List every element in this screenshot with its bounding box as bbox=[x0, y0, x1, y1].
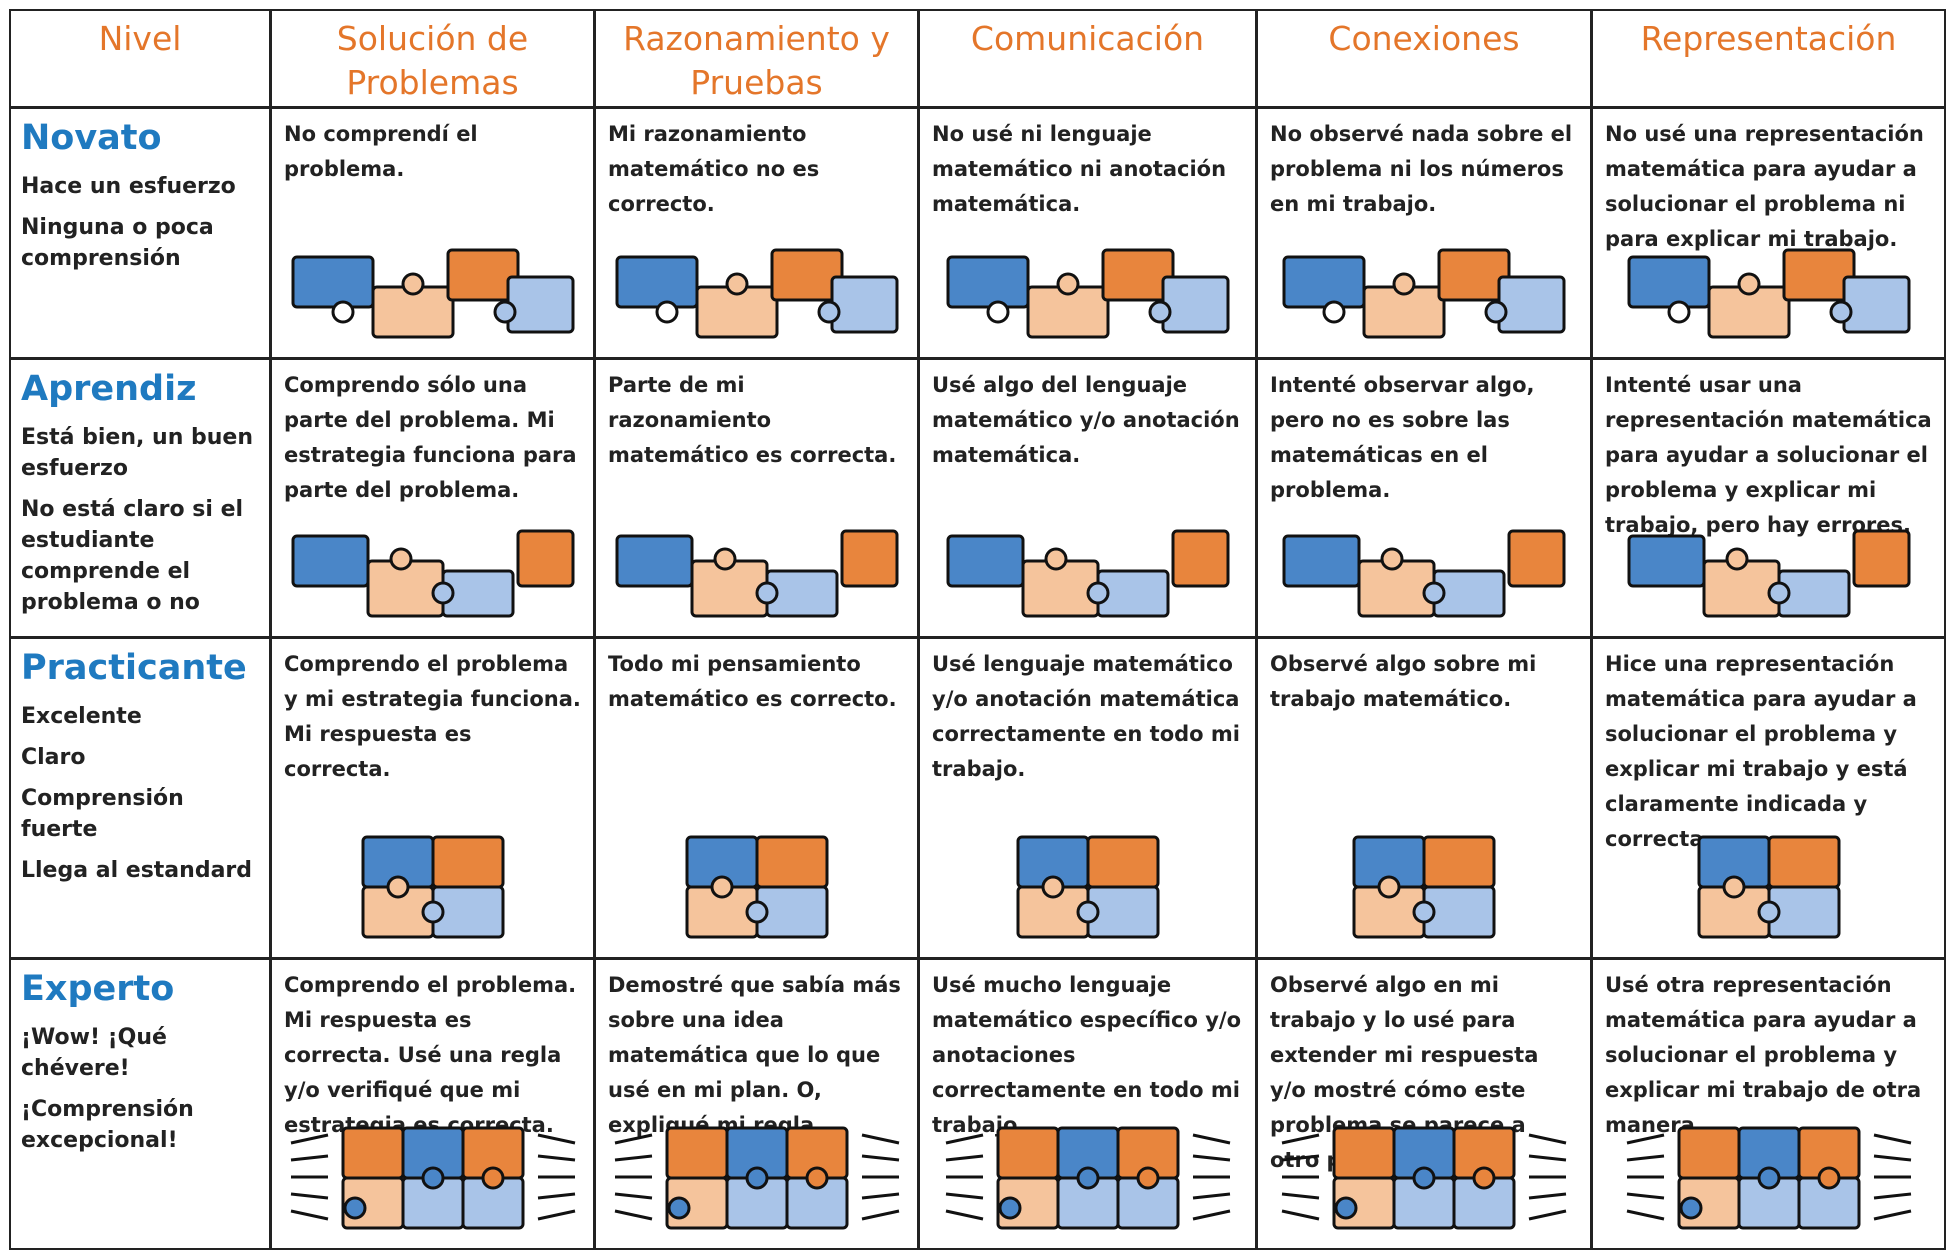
rubric-cell: No usé una representación matemática par… bbox=[1591, 107, 1946, 359]
level-descriptor: Ninguna o poca comprensión bbox=[21, 215, 214, 271]
puzzle-illustration bbox=[920, 242, 1255, 353]
puzzle-illustration bbox=[1258, 521, 1590, 632]
level-name: Experto bbox=[21, 969, 175, 1009]
puzzle-illustration bbox=[272, 521, 593, 632]
puzzle-illustration bbox=[272, 242, 593, 353]
rubric-cell: Comprendo el problema. Mi respuesta es c… bbox=[270, 958, 595, 1250]
level-descriptor: ¡Comprensión excepcional! bbox=[21, 1097, 194, 1153]
column-header: Nivel bbox=[9, 9, 271, 108]
level-descriptor: Hace un esfuerzo bbox=[21, 174, 236, 199]
rubric-cell: Intenté usar una representación matemáti… bbox=[1591, 358, 1946, 638]
column-header: Representación bbox=[1591, 9, 1946, 108]
column-header: Solución de Problemas bbox=[270, 9, 595, 108]
rubric-cell: Usé algo del lenguaje matemático y/o ano… bbox=[918, 358, 1257, 638]
puzzle-illustration bbox=[920, 832, 1255, 953]
rubric-cell: Comprendo el problema y mi estrategia fu… bbox=[270, 637, 595, 959]
level-descriptor: Llega al estandard bbox=[21, 858, 253, 883]
puzzle-illustration bbox=[272, 832, 593, 953]
rubric-cell: Usé otra representación matemática para … bbox=[1591, 958, 1946, 1250]
level-cell: Practicante Excelente Claro Comprensión fue… bbox=[9, 637, 271, 959]
puzzle-illustration bbox=[272, 1123, 593, 1244]
level-cell: Novato Hace un esfuerzo Ninguna o poca com… bbox=[9, 107, 271, 359]
rubric-cell: No observé nada sobre el problema ni los… bbox=[1256, 107, 1592, 359]
level-descriptor: Está bien, un buen esfuerzo bbox=[21, 425, 254, 481]
puzzle-illustration bbox=[596, 1123, 917, 1244]
column-header: Conexiones bbox=[1256, 9, 1592, 108]
rubric-cell: Observé algo sobre mi trabajo matemático… bbox=[1256, 637, 1592, 959]
level-name: Practicante bbox=[21, 648, 247, 688]
rubric-cell: Todo mi pensamiento matemático es correc… bbox=[594, 637, 919, 959]
puzzle-illustration bbox=[1593, 242, 1944, 353]
level-cell: Aprendiz Está bien, un buen esfuerzo No es… bbox=[9, 358, 271, 638]
level-descriptor: No está claro si el estudiante comprende… bbox=[21, 497, 244, 615]
puzzle-illustration bbox=[1593, 1123, 1944, 1244]
puzzle-illustration bbox=[1258, 1123, 1590, 1244]
rubric-cell: Observé algo en mi trabajo y lo usé para… bbox=[1256, 958, 1592, 1250]
puzzle-illustration bbox=[596, 832, 917, 953]
puzzle-illustration bbox=[920, 1123, 1255, 1244]
column-header: Comunicación bbox=[918, 9, 1257, 108]
puzzle-illustration bbox=[1258, 832, 1590, 953]
rubric-cell: Hice una representación matemática para … bbox=[1591, 637, 1946, 959]
level-descriptor: Excelente bbox=[21, 704, 142, 729]
rubric-table: Nivel Solución de Problemas Razonamiento y… bbox=[9, 9, 1946, 1250]
level-name: Novato bbox=[21, 118, 162, 158]
puzzle-illustration bbox=[596, 521, 917, 632]
rubric-cell: Usé lenguaje matemático y/o anotación ma… bbox=[918, 637, 1257, 959]
puzzle-illustration bbox=[596, 242, 917, 353]
column-header: Razonamiento y Pruebas bbox=[594, 9, 919, 108]
rubric-cell: Usé mucho lenguaje matemático específico… bbox=[918, 958, 1257, 1250]
rubric-cell: Intenté observar algo, pero no es sobre … bbox=[1256, 358, 1592, 638]
rubric-cell: No comprendí el problema. bbox=[270, 107, 595, 359]
rubric-cell: Parte de mi razonamiento matemático es c… bbox=[594, 358, 919, 638]
puzzle-illustration bbox=[1593, 832, 1944, 953]
level-cell: Experto ¡Wow! ¡Qué chévere! ¡Comprensión e… bbox=[9, 958, 271, 1250]
puzzle-illustration bbox=[1593, 521, 1944, 632]
level-name: Aprendiz bbox=[21, 369, 197, 409]
level-descriptor: Comprensión fuerte bbox=[21, 786, 184, 842]
rubric-cell: Demostré que sabía más sobre una idea ma… bbox=[594, 958, 919, 1250]
rubric-cell: Mi razonamiento matemático no es correct… bbox=[594, 107, 919, 359]
puzzle-illustration bbox=[1258, 242, 1590, 353]
rubric-cell: Comprendo sólo una parte del problema. M… bbox=[270, 358, 595, 638]
rubric-cell: No usé ni lenguaje matemático ni anotaci… bbox=[918, 107, 1257, 359]
level-descriptor: ¡Wow! ¡Qué chévere! bbox=[21, 1025, 167, 1081]
puzzle-illustration bbox=[920, 521, 1255, 632]
level-descriptor: Claro bbox=[21, 745, 86, 770]
